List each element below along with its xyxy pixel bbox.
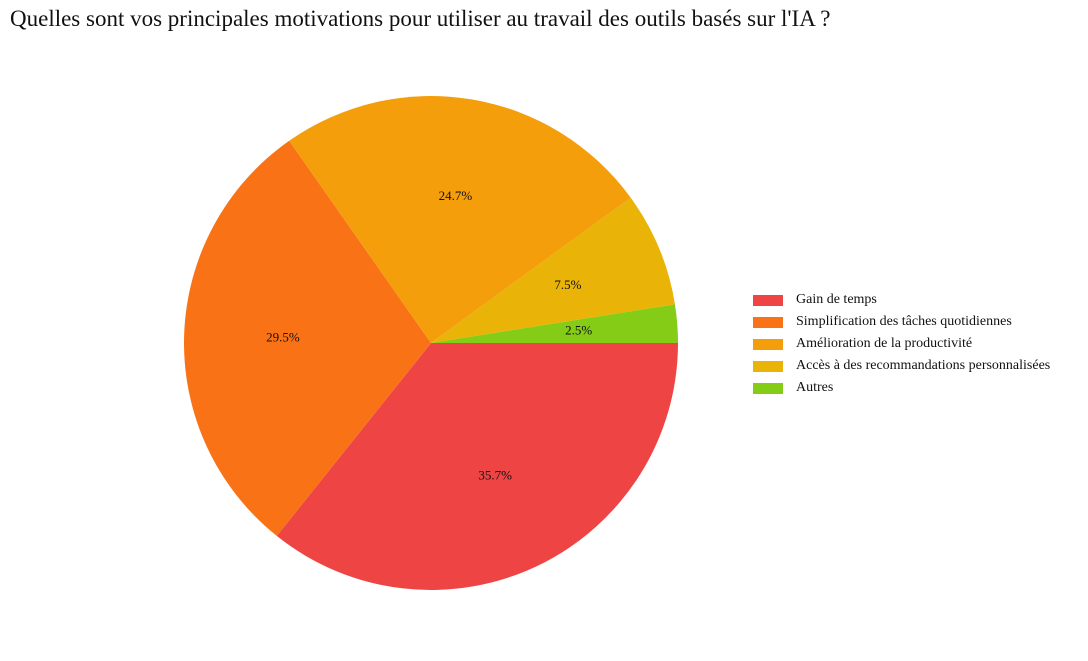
legend-label: Autres <box>796 380 834 395</box>
legend: Gain de temps Simplification des tâches q… <box>753 289 1050 399</box>
legend-item: Accès à des recommandations personnalisé… <box>753 355 1050 377</box>
pie-slice <box>431 197 675 343</box>
legend-swatch <box>753 338 783 350</box>
slice-percent-label: 29.5% <box>266 329 300 344</box>
slice-percent-label: 35.7% <box>478 468 512 483</box>
pie-slice <box>184 140 431 536</box>
legend-swatch <box>753 382 783 394</box>
chart-title: Quelles sont vos principales motivations… <box>10 6 831 31</box>
legend-swatch <box>753 294 783 306</box>
legend-item: Autres <box>753 377 1050 399</box>
pie-slice <box>276 343 678 590</box>
legend-item: Simplification des tâches quotidiennes <box>753 311 1050 333</box>
legend-label: Amélioration de la productivité <box>796 336 973 351</box>
legend-item: Gain de temps <box>753 289 1050 311</box>
legend-label: Accès à des recommandations personnalisé… <box>796 358 1051 373</box>
slice-percent-label: 24.7% <box>439 188 473 203</box>
pie-slice <box>289 95 631 343</box>
legend-label: Gain de temps <box>796 292 877 307</box>
legend-swatch <box>753 360 783 372</box>
legend-label: Simplification des tâches quotidiennes <box>796 314 1012 329</box>
legend-item: Amélioration de la productivité <box>753 333 1050 355</box>
slice-percent-label: 2.5% <box>565 322 592 337</box>
legend-swatch <box>753 316 783 328</box>
slice-percent-label: 7.5% <box>554 277 581 292</box>
pie-slice <box>431 304 678 343</box>
